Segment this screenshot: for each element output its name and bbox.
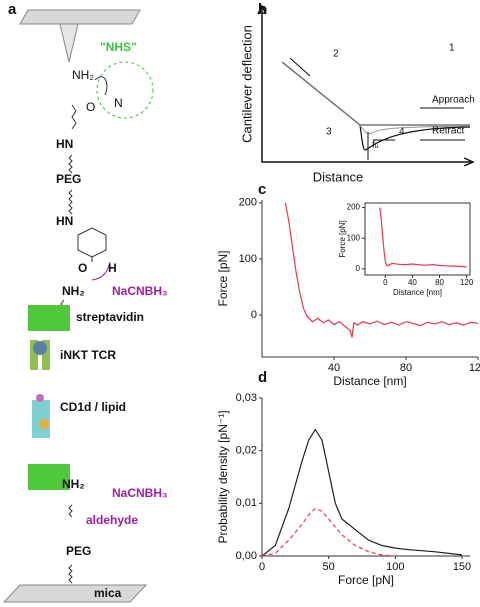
y-tick-label: 200: [347, 203, 361, 212]
x-axis-label: Distance [nm]: [333, 374, 406, 388]
x-tick-label: 150: [453, 561, 471, 573]
panel-letter: a: [8, 1, 17, 18]
y-tick-label: 100: [347, 233, 361, 242]
y-tick-label: 0,03: [236, 392, 257, 404]
panel-a-labels: NH₂ "NHS" O N HN PEG HN O H NH₂ NaCNBH₃ streptavidi…: [56, 40, 168, 600]
diagram-label: aldehyde: [86, 513, 138, 527]
x-tick-label: 40: [408, 278, 417, 287]
diagram-label: NH₂: [62, 284, 85, 298]
x-tick-label: 0: [383, 278, 388, 287]
diagram-label: N: [114, 96, 123, 110]
diagram-label: CD1d / lipid: [60, 400, 126, 414]
x-tick-label: 120: [460, 278, 474, 287]
x-axis-label: Distance: [313, 169, 364, 184]
y-tick-label: 200: [239, 197, 257, 209]
panel-letter: c: [258, 181, 266, 198]
y-tick-label: 0,01: [236, 497, 257, 509]
diagram-label: HN: [56, 137, 73, 151]
approach-label: Approach: [432, 95, 475, 106]
diagram-label: streptavidin: [76, 310, 144, 324]
linkers: [68, 504, 73, 584]
y-tick-label: 0,02: [236, 445, 257, 457]
mica-slab: [2, 584, 148, 603]
state-label: 4: [399, 127, 405, 138]
y-tick-label: 0,00: [236, 550, 257, 562]
x-tick-label: 120: [469, 362, 480, 374]
diagram-label: NH₂: [62, 477, 85, 491]
diagram-label: H: [108, 261, 117, 275]
axis-line: [261, 398, 470, 557]
diagram-label: NH₂: [72, 68, 94, 82]
y-tick-label: 0: [251, 309, 257, 321]
diagram-label: PEG: [56, 172, 81, 186]
panel-a-shapes: [19, 9, 154, 309]
data-line: [379, 207, 467, 268]
diagram-label: HN: [56, 214, 73, 228]
state-label: 2: [333, 49, 339, 60]
diagram-label: iNKT TCR: [60, 348, 116, 362]
x-tick-label: 100: [386, 561, 404, 573]
data-line: [284, 202, 479, 338]
y-axis-label: Force [pN]: [338, 220, 347, 257]
y-axis-label: Cantilever deflection: [239, 25, 254, 143]
diagram-label: NaCNBH₃: [112, 284, 168, 298]
y-axis-label: Force [pN]: [216, 250, 230, 306]
retract-label: Retract: [432, 126, 464, 137]
diagram-label: mica: [94, 586, 122, 600]
diagram-label: PEG: [66, 544, 91, 558]
x-axis-label: Distance [nm]: [393, 288, 442, 297]
x-tick-label: 50: [323, 561, 335, 573]
diagram-label: O: [86, 100, 95, 114]
y-tick-label: 100: [239, 253, 257, 265]
data-line: [261, 507, 396, 557]
x-tick-label: 80: [400, 362, 412, 374]
diagram-label: O: [78, 261, 87, 275]
x-tick-label: 0: [259, 561, 265, 573]
state-label: 1: [449, 43, 455, 54]
panel-letter: b: [258, 1, 267, 18]
data-line: [261, 428, 463, 557]
panel-b-shapes: [257, 4, 475, 167]
streptavidin-icon: [28, 305, 70, 490]
x-tick-label: 40: [328, 362, 340, 374]
y-axis-label: Probability density [pN⁻¹]: [216, 410, 230, 543]
panel-letter: d: [258, 369, 267, 386]
y-tick-label: 0: [356, 264, 361, 273]
diagram-label: "NHS": [100, 40, 137, 54]
x-tick-label: 80: [435, 278, 444, 287]
state-label: 3: [326, 127, 332, 138]
x-axis-label: Force [pN]: [338, 573, 394, 587]
force-label: fᵤ: [372, 140, 379, 151]
diagram-label: NaCNBH₃: [112, 486, 168, 500]
receptor-icons: [30, 340, 50, 438]
axis-line: [364, 203, 470, 276]
